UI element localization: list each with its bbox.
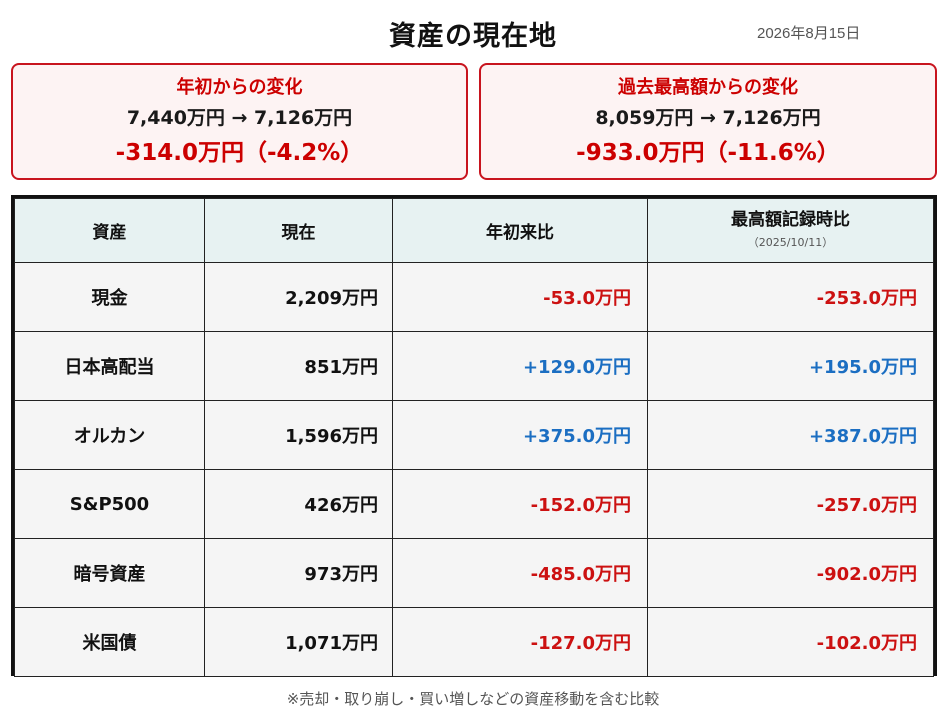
ytd-change-cell: -152.0万円 bbox=[392, 469, 648, 539]
current-value-cell: 851万円 bbox=[204, 331, 393, 401]
footnote: ※売却・取り崩し・買い増しなどの資産移動を含む比較 bbox=[286, 690, 660, 708]
asset-name-cell: 暗号資産 bbox=[14, 538, 205, 608]
current-value-cell: 973万円 bbox=[204, 538, 393, 608]
table-row: 日本高配当 851万円 +129.0万円 +195.0万円 bbox=[14, 331, 934, 401]
peak-change-cell: -253.0万円 bbox=[647, 262, 934, 332]
peak-change-cell: +195.0万円 bbox=[647, 331, 934, 401]
header-peak-date: （2025/10/11） bbox=[747, 235, 834, 249]
asset-name-cell: 日本高配当 bbox=[14, 331, 205, 401]
table-row: 米国債 1,071万円 -127.0万円 -102.0万円 bbox=[14, 607, 934, 677]
header-peak-label: 最高額記録時比 bbox=[731, 210, 850, 231]
ytd-card-range: 7,440万円 → 7,126万円 bbox=[126, 107, 353, 129]
table-row: 現金 2,209万円 -53.0万円 -253.0万円 bbox=[14, 262, 934, 332]
table-header-row: 資産 現在 年初来比 最高額記録時比 （2025/10/11） bbox=[14, 198, 934, 263]
asset-table: 資産 現在 年初来比 最高額記録時比 （2025/10/11） 現金 2,209万… bbox=[11, 195, 937, 677]
current-value-cell: 1,596万円 bbox=[204, 400, 393, 470]
current-value-cell: 426万円 bbox=[204, 469, 393, 539]
ytd-change-cell: +375.0万円 bbox=[392, 400, 648, 470]
ytd-change-cell: -53.0万円 bbox=[392, 262, 648, 332]
ytd-change-card: 年初からの変化 7,440万円 → 7,126万円 -314.0万円（-4.2%… bbox=[11, 63, 468, 180]
peak-change-cell: +387.0万円 bbox=[647, 400, 934, 470]
current-value-cell: 1,071万円 bbox=[204, 607, 393, 677]
header-asset: 資産 bbox=[14, 198, 205, 263]
header-peak: 最高額記録時比 （2025/10/11） bbox=[647, 198, 934, 263]
peak-change-card: 過去最高額からの変化 8,059万円 → 7,126万円 -933.0万円（-1… bbox=[479, 63, 937, 180]
peak-change-cell: -257.0万円 bbox=[647, 469, 934, 539]
peak-change-cell: -902.0万円 bbox=[647, 538, 934, 608]
report-date: 2026年8月15日 bbox=[757, 25, 861, 42]
page-title: 資産の現在地 bbox=[389, 21, 557, 52]
header-current: 現在 bbox=[204, 198, 393, 263]
header-ytd: 年初来比 bbox=[392, 198, 648, 263]
peak-change-cell: -102.0万円 bbox=[647, 607, 934, 677]
table-row: 暗号資産 973万円 -485.0万円 -902.0万円 bbox=[14, 538, 934, 608]
asset-name-cell: S&P500 bbox=[14, 469, 205, 539]
ytd-card-change: -314.0万円（-4.2%） bbox=[115, 140, 364, 166]
ytd-card-title: 年初からの変化 bbox=[176, 77, 303, 98]
asset-name-cell: 米国債 bbox=[14, 607, 205, 677]
ytd-change-cell: -485.0万円 bbox=[392, 538, 648, 608]
ytd-change-cell: -127.0万円 bbox=[392, 607, 648, 677]
table-row: オルカン 1,596万円 +375.0万円 +387.0万円 bbox=[14, 400, 934, 470]
peak-card-range: 8,059万円 → 7,126万円 bbox=[595, 107, 821, 129]
asset-name-cell: オルカン bbox=[14, 400, 205, 470]
peak-card-title: 過去最高額からの変化 bbox=[618, 77, 798, 98]
peak-card-change: -933.0万円（-11.6%） bbox=[576, 140, 840, 166]
asset-name-cell: 現金 bbox=[14, 262, 205, 332]
ytd-change-cell: +129.0万円 bbox=[392, 331, 648, 401]
table-row: S&P500 426万円 -152.0万円 -257.0万円 bbox=[14, 469, 934, 539]
current-value-cell: 2,209万円 bbox=[204, 262, 393, 332]
